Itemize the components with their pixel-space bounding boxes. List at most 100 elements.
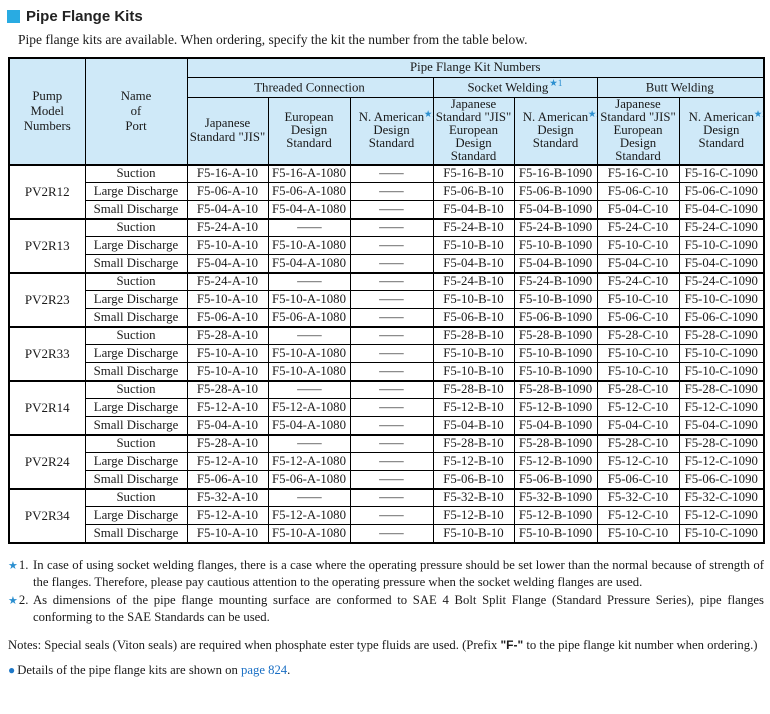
kit-cell: — [349,217,434,238]
kit-cell: F5-12-B-1090 [513,452,598,472]
not-available-dash: — [379,166,404,181]
prefix-code: "F-" [500,637,524,652]
subcol-threaded-european: European Design Standard [267,96,351,166]
not-available-dash: — [379,508,404,523]
table-row: Large Discharge F5-10-A-10 F5-10-A-1080 — F5… [9,290,765,310]
kit-cell: F5-10-B-10 [432,290,515,310]
pump-model-cell: PV2R23 [8,271,86,328]
subcol-socket-jis-european: Japanese Standard "JIS" European Design … [432,96,515,166]
kit-cell: — [267,487,351,508]
not-available-dash: — [296,436,322,451]
kit-cell: F5-10-A-10 [186,362,269,382]
kit-cell: F5-28-B-1090 [513,379,598,400]
kit-cell: F5-28-A-10 [186,379,269,400]
kit-cell: F5-10-A-1080 [267,524,351,544]
kit-cell: F5-28-C-10 [596,325,680,346]
section-header: Pipe Flange Kits [0,0,770,25]
kit-cell: — [267,271,351,292]
footnote-1-text: In case of using socket welding flanges,… [33,557,764,590]
table-row: Small Discharge F5-10-A-10 F5-10-A-1080 — F5… [9,362,765,382]
kit-cell: — [349,344,434,364]
port-cell: Small Discharge [84,308,188,328]
port-cell: Suction [84,271,188,292]
col-group-butt-welding: Butt Welding [596,76,765,98]
kit-cell: F5-10-C-10 [596,290,680,310]
footnote-1-marker: ★1. [8,557,29,572]
table-row: PV2R23 Suction F5-24-A-10— — F5-24-B-10 F5-24… [8,271,765,328]
kit-cell: F5-12-C-1090 [678,452,765,472]
kit-cell: F5-10-C-10 [596,236,680,256]
kit-cell: F5-04-B-10 [432,200,515,220]
kit-cell: F5-16-C-10 [596,163,680,184]
kit-cell: — [349,452,434,472]
not-available-dash: — [379,490,404,505]
notes-text: Notes: Special seals (Viton seals) are r… [8,637,501,652]
pump-model-cell: PV2R34 [8,487,86,544]
kit-cell: F5-12-C-10 [596,398,680,418]
not-available-dash: — [379,309,404,324]
port-cell: Large Discharge [84,398,188,418]
kit-cell: F5-28-C-1090 [678,433,765,454]
kit-cell: — [267,433,351,454]
not-available-dash: — [379,525,404,540]
pump-model-cell: PV2R13 [8,217,86,274]
pump-model-cell: PV2R12 [8,163,86,220]
kit-cell: F5-04-B-10 [432,416,515,436]
kit-cell: F5-10-B-1090 [513,290,598,310]
kit-cell: F5-06-C-10 [596,182,680,202]
footnote-ref-icon: ★2 [423,109,433,120]
not-available-dash: — [379,363,404,378]
table-row: Small Discharge F5-04-A-10 F5-04-A-1080 — F5… [9,416,765,436]
kit-cell: F5-28-C-1090 [678,379,765,400]
kit-cell: F5-24-A-10 [186,217,269,238]
pipe-flange-kit-table: Pump Model Numbers Name of Port Pipe Fla… [8,57,766,544]
kit-cell: F5-10-B-1090 [513,344,598,364]
kit-cell: F5-12-C-1090 [678,506,765,526]
table-row: PV2R34 Suction F5-32-A-10— — F5-32-B-10 F5-32… [8,487,765,544]
kit-cell: F5-04-A-10 [186,200,269,220]
kit-cell: F5-12-B-1090 [513,398,598,418]
footnotes: ★1. In case of using socket welding flan… [8,557,764,627]
not-available-dash: — [379,238,404,253]
kit-cell: — [267,217,351,238]
kit-cell: — [349,254,434,274]
kit-cell: F5-10-A-10 [186,236,269,256]
kit-cell: F5-04-C-1090 [678,254,765,274]
not-available-dash: — [379,454,404,469]
kit-cell: F5-28-B-10 [432,433,515,454]
table-row: PV2R33 Suction F5-28-A-10— — F5-28-B-10 F5-28… [8,325,765,382]
kit-cell: F5-06-C-10 [596,308,680,328]
subcol-threaded-namerican: N. American Design Standard★2 [349,96,434,166]
kit-cell: F5-28-B-10 [432,325,515,346]
not-available-dash: — [379,382,404,397]
star-icon: ★ [8,559,18,572]
table-row: Large Discharge F5-10-A-10 F5-10-A-1080 — F5… [9,344,765,364]
kit-cell: — [267,379,351,400]
page-link[interactable]: page 824 [241,662,288,677]
kit-cell: F5-06-A-10 [186,182,269,202]
port-cell: Suction [84,433,188,454]
kit-cell: F5-06-A-1080 [267,308,351,328]
kit-cell: F5-06-B-10 [432,470,515,490]
kit-cell: F5-10-C-1090 [678,362,765,382]
port-cell: Small Discharge [84,416,188,436]
kit-cell: — [349,524,434,544]
col-group-socket-welding: Socket Welding★1 [432,76,598,98]
not-available-dash: — [379,400,404,415]
table-row: PV2R13 Suction F5-24-A-10— — F5-24-B-10 F5-24… [8,217,765,274]
not-available-dash: — [379,255,404,270]
kit-cell: F5-06-C-1090 [678,470,765,490]
kit-cell: F5-12-B-10 [432,452,515,472]
section-square-icon [7,10,20,23]
port-cell: Large Discharge [84,290,188,310]
kit-cell: F5-32-B-1090 [513,487,598,508]
kit-cell: F5-12-C-10 [596,452,680,472]
kit-cell: F5-10-A-1080 [267,236,351,256]
kit-cell: F5-28-B-1090 [513,325,598,346]
kit-cell: — [349,506,434,526]
kit-cell: F5-24-B-10 [432,271,515,292]
kit-cell: F5-24-B-10 [432,217,515,238]
kit-cell: F5-04-A-1080 [267,416,351,436]
port-cell: Small Discharge [84,362,188,382]
not-available-dash: — [379,220,404,235]
